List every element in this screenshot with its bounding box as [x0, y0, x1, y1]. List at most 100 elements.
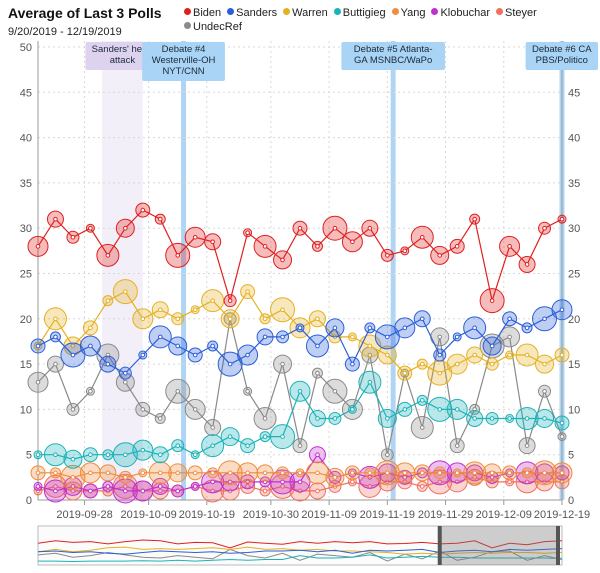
- series-biden: [27, 202, 567, 314]
- data-point-center: [315, 343, 320, 349]
- data-point-center: [262, 244, 268, 249]
- event-label-text: Debate #5 Atlanta-: [354, 44, 433, 55]
- data-point-center: [437, 352, 443, 358]
- data-point-center: [35, 244, 41, 249]
- data-point-center: [350, 479, 355, 485]
- data-point-center: [402, 475, 408, 480]
- legend-label: Warren: [292, 7, 328, 19]
- data-point-center: [70, 484, 76, 489]
- event-label-text: GA MSNBC/WaPo: [354, 55, 432, 66]
- data-point-center: [175, 343, 181, 349]
- data-point-center: [157, 334, 163, 340]
- data-point-center: [385, 452, 390, 458]
- data-point-center: [105, 470, 111, 476]
- data-point-center: [489, 475, 495, 480]
- data-point-center: [105, 361, 111, 367]
- data-point-center: [105, 253, 111, 258]
- data-point-center: [437, 407, 443, 412]
- x-tick-label: 2019-10-09: [120, 509, 176, 521]
- y-tick-label-left: 15: [20, 359, 32, 371]
- data-point-center: [88, 343, 93, 349]
- data-point-center: [542, 416, 547, 421]
- data-point-center: [315, 416, 320, 421]
- data-point-center: [472, 475, 477, 480]
- data-point-center: [70, 456, 76, 462]
- data-point-center: [367, 343, 373, 349]
- data-point-center: [123, 484, 128, 489]
- data-point-center: [88, 225, 93, 231]
- data-point-center: [210, 343, 215, 349]
- data-point-center: [227, 470, 233, 476]
- event-label-text: NYT/CNN: [162, 66, 204, 77]
- data-point-center: [507, 470, 512, 476]
- series-buttigieg: [33, 370, 570, 469]
- data-point-center: [332, 475, 338, 480]
- data-point-center: [489, 343, 495, 349]
- data-point-center: [315, 370, 320, 376]
- data-point-center: [227, 434, 233, 439]
- overview-series-line: [38, 554, 563, 563]
- overview-series-line: [37, 548, 563, 562]
- data-point-center: [507, 416, 512, 421]
- data-point-center: [437, 334, 443, 340]
- y-tick-label-left: 5: [26, 450, 32, 462]
- data-point-center: [524, 416, 530, 421]
- data-point-center: [192, 307, 198, 313]
- legend-item-steyer[interactable]: Steyer: [496, 6, 537, 20]
- data-point-center: [350, 334, 355, 340]
- data-point-center: [524, 325, 530, 331]
- y-tick-label-left: 40: [20, 133, 32, 145]
- legend-item-undecref[interactable]: UndecRef: [184, 20, 242, 34]
- overview-strip[interactable]: [37, 525, 563, 566]
- event-label-box: [341, 42, 445, 70]
- data-point-center: [88, 452, 93, 458]
- legend-item-klobuchar[interactable]: Klobuchar: [431, 6, 490, 20]
- data-point-center: [245, 484, 250, 489]
- data-point-center: [542, 316, 547, 322]
- data-point-center: [123, 379, 128, 385]
- overview-brush[interactable]: [439, 526, 558, 565]
- brush-handle-right[interactable]: [556, 526, 560, 565]
- data-point-center: [70, 407, 76, 412]
- data-point-center: [280, 257, 285, 263]
- legend-item-biden[interactable]: Biden: [184, 6, 221, 20]
- data-point-center: [157, 216, 163, 222]
- brush-handle-left[interactable]: [437, 526, 442, 565]
- data-point-center: [280, 334, 285, 340]
- y-tick-label-right: 45: [568, 87, 580, 99]
- legend-item-warren[interactable]: Warren: [283, 6, 328, 20]
- data-point-center: [419, 470, 425, 476]
- legend-swatch: [184, 22, 191, 29]
- y-tick-label-right: 10: [568, 404, 580, 416]
- legend-item-yang[interactable]: Yang: [391, 6, 425, 20]
- y-tick-label-left: 35: [20, 178, 32, 190]
- data-point-center: [70, 475, 76, 480]
- data-point-center: [542, 388, 547, 394]
- legend-item-buttigieg[interactable]: Buttigieg: [333, 6, 386, 20]
- data-point-center: [402, 248, 408, 254]
- data-point-center: [105, 298, 111, 303]
- y-tick-label-left: 10: [20, 404, 32, 416]
- data-point-center: [542, 225, 547, 231]
- legend-item-sanders[interactable]: Sanders: [227, 6, 277, 20]
- data-point-center: [123, 289, 128, 294]
- overview-series-line: [37, 548, 563, 555]
- data-point-center: [559, 216, 565, 222]
- data-point-center: [402, 407, 408, 412]
- data-point-center: [53, 361, 58, 367]
- series-warren: [33, 279, 570, 386]
- x-tick-label: 2019-10-30: [243, 509, 299, 521]
- y-tick-label-right: 30: [568, 223, 580, 235]
- data-point-center: [315, 244, 320, 249]
- y-tick-label-left: 25: [20, 269, 32, 281]
- legend-swatch: [391, 8, 399, 15]
- event-annotation: Debate #5 Atlanta-GA MSNBC/WaPo: [341, 42, 445, 70]
- data-point-center: [297, 443, 303, 448]
- data-point-center: [419, 234, 425, 240]
- data-point-center: [123, 225, 128, 231]
- y-tick-label-left: 45: [20, 87, 32, 99]
- data-point-center: [53, 484, 58, 489]
- data-point-center: [402, 370, 408, 376]
- data-point-center: [140, 447, 146, 453]
- data-point-center: [402, 325, 408, 331]
